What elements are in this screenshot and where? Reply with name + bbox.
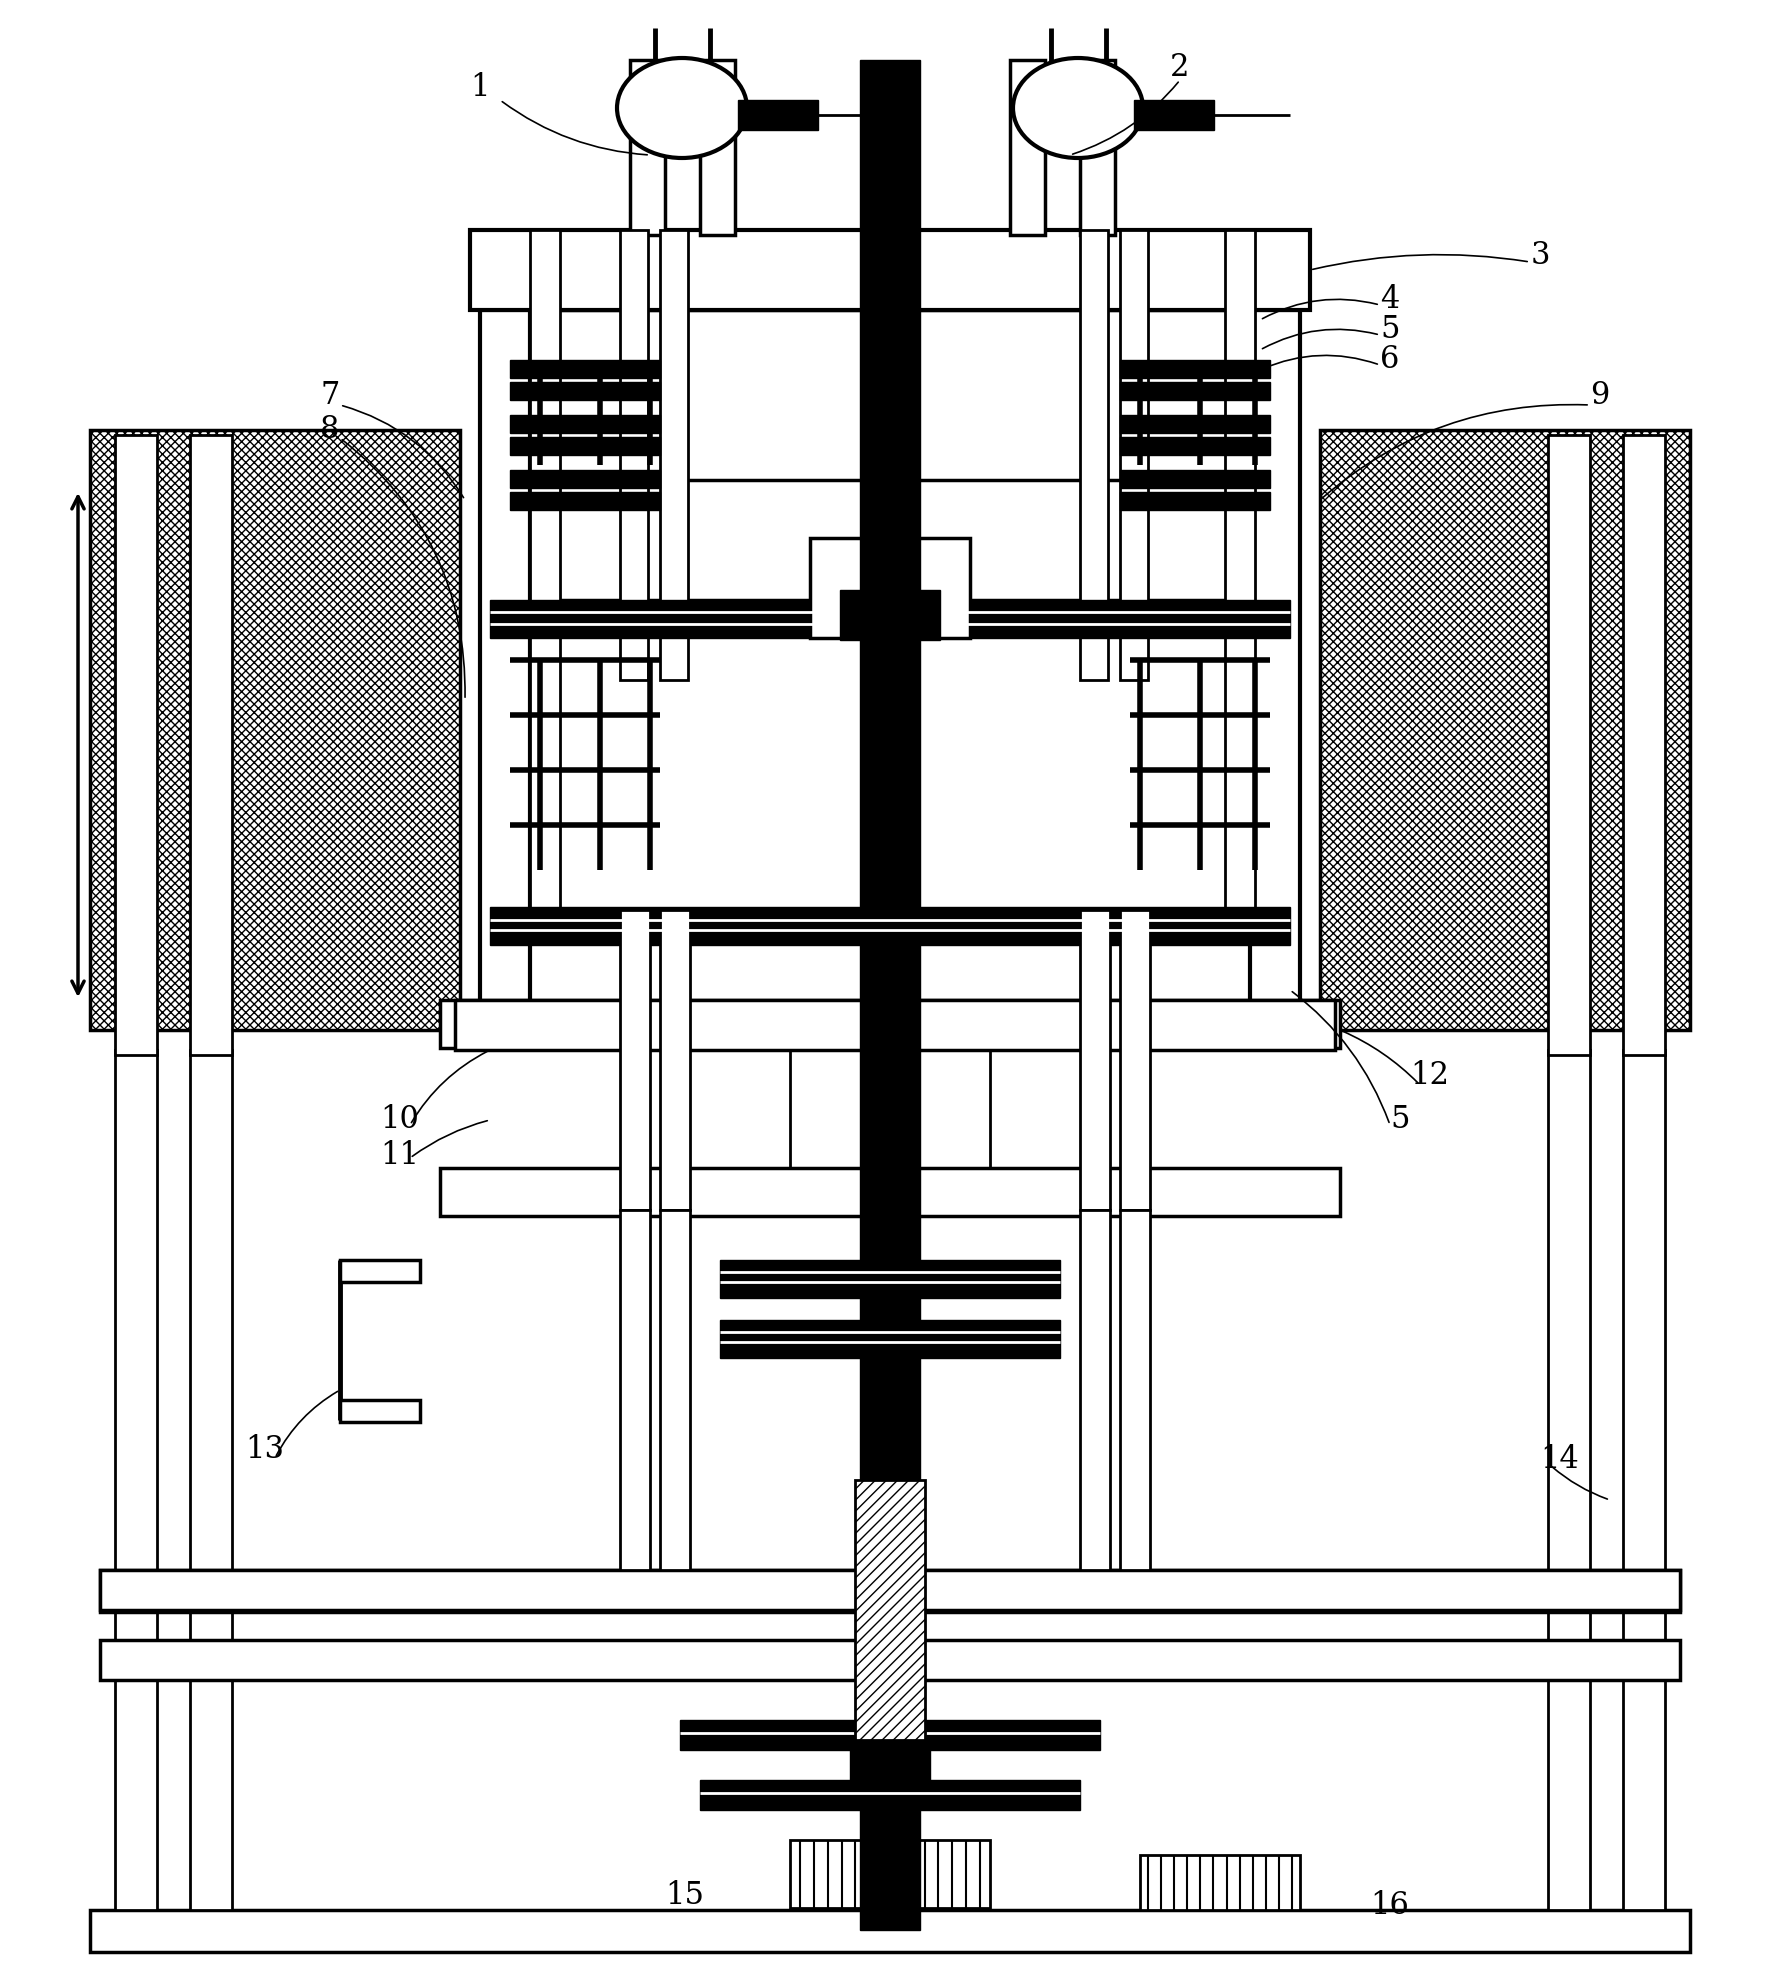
Bar [114, 434, 157, 1055]
Bar [1120, 470, 1270, 488]
Text: 6: 6 [1381, 344, 1400, 375]
Bar [100, 1639, 1681, 1681]
Text: 10: 10 [380, 1104, 420, 1136]
Text: 7: 7 [320, 379, 339, 411]
Bar [861, 59, 920, 1930]
Bar [1081, 910, 1111, 1211]
Bar [1623, 1051, 1665, 1910]
Bar [700, 59, 736, 235]
Bar [720, 1260, 1061, 1298]
Bar [511, 381, 661, 401]
Text: 16: 16 [1370, 1890, 1409, 1920]
Text: 4: 4 [1381, 284, 1400, 316]
Bar [811, 537, 970, 638]
Bar [1139, 1855, 1300, 1910]
Bar [661, 229, 688, 679]
Bar [439, 1167, 1340, 1217]
Bar [511, 436, 661, 454]
Bar [1120, 229, 1148, 679]
Bar [1011, 59, 1045, 235]
Bar [489, 600, 1289, 638]
Bar [1120, 1211, 1150, 1570]
Bar [789, 1841, 989, 1908]
Bar [489, 310, 1289, 480]
Bar [661, 910, 689, 1211]
Bar [489, 907, 1289, 944]
Bar [789, 1049, 989, 1167]
Text: 15: 15 [666, 1880, 704, 1910]
Bar [1081, 1211, 1111, 1570]
Text: 5: 5 [1390, 1104, 1409, 1136]
Ellipse shape [616, 57, 747, 158]
Bar [489, 600, 1289, 910]
Bar [100, 1570, 1681, 1610]
Bar [700, 1779, 1081, 1809]
Bar [114, 1051, 157, 1910]
Bar [511, 492, 661, 510]
Bar [100, 1570, 1681, 1612]
Bar [850, 1750, 931, 1779]
Bar [1120, 415, 1270, 433]
Text: 3: 3 [1531, 241, 1550, 271]
Bar [455, 999, 1334, 1051]
Text: 5: 5 [1381, 314, 1400, 346]
Bar [511, 415, 661, 433]
Text: 9: 9 [1590, 379, 1609, 411]
Bar [839, 591, 939, 640]
Bar [530, 229, 561, 910]
Text: 8: 8 [320, 415, 339, 446]
Bar [630, 59, 664, 235]
Bar [339, 1260, 420, 1282]
Bar [89, 1910, 1690, 1951]
Bar [339, 1400, 420, 1422]
Bar [855, 1479, 925, 1740]
Text: 13: 13 [245, 1434, 284, 1465]
Bar [1120, 381, 1270, 401]
Bar [738, 101, 818, 130]
Bar [661, 1211, 689, 1570]
Bar [1081, 229, 1107, 679]
Bar [1320, 431, 1690, 1031]
Bar [1120, 359, 1270, 377]
Bar [89, 431, 461, 1031]
Bar [189, 1051, 232, 1910]
Bar [1081, 59, 1114, 235]
Bar [720, 1319, 1061, 1359]
Bar [511, 359, 661, 377]
Bar [470, 229, 1309, 310]
Text: 12: 12 [1411, 1059, 1450, 1090]
Bar [1548, 1051, 1590, 1910]
Bar [1623, 434, 1665, 1055]
Bar [1134, 101, 1214, 130]
Bar [1120, 436, 1270, 454]
Bar [680, 1720, 1100, 1750]
Bar [511, 470, 661, 488]
Text: 14: 14 [1541, 1444, 1579, 1475]
Bar [620, 229, 648, 679]
Bar [1120, 910, 1150, 1211]
Bar [1548, 434, 1590, 1055]
Text: 2: 2 [1170, 53, 1189, 83]
Ellipse shape [1013, 57, 1143, 158]
Bar [480, 310, 530, 1009]
Bar [1120, 492, 1270, 510]
Text: 11: 11 [380, 1140, 420, 1171]
Bar [189, 434, 232, 1055]
Bar [1225, 229, 1256, 910]
Bar [1250, 310, 1300, 1009]
Bar [439, 999, 1340, 1049]
Text: 1: 1 [470, 73, 489, 103]
Bar [620, 1211, 650, 1570]
Bar [620, 910, 650, 1211]
